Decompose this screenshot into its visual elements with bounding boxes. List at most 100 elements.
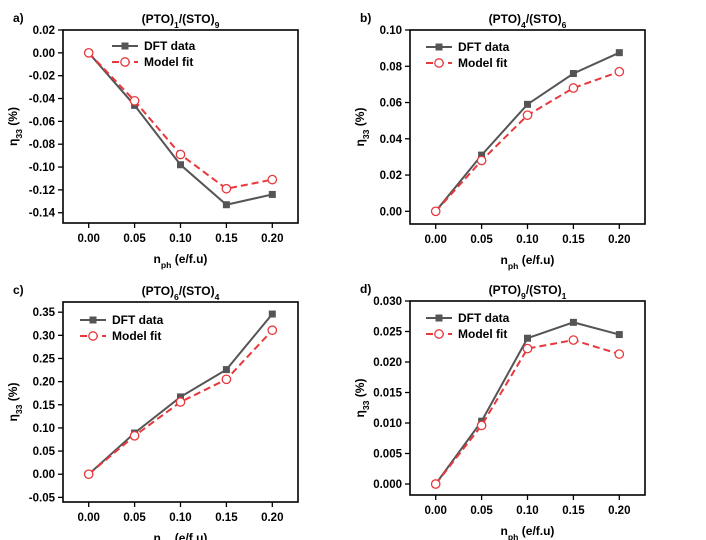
- data-point-model: [430, 479, 441, 489]
- y-tick-label: -0.05: [29, 492, 56, 504]
- legend: DFT data Model fit: [112, 39, 196, 69]
- legend-marker-dft: [121, 42, 129, 50]
- x-tick-label: 0.05: [123, 233, 146, 245]
- data-point-model: [267, 325, 278, 336]
- y-tick-label: -0.02: [29, 71, 55, 83]
- y-tick-label: 0.25: [33, 353, 56, 365]
- legend-label-model: Model fit: [112, 329, 161, 343]
- y-tick-label: 0.15: [33, 400, 56, 412]
- panel-title: (PTO)6/(STO)4: [142, 284, 220, 302]
- legend-label-model: Model fit: [458, 327, 507, 341]
- x-tick-label: 0.00: [425, 234, 447, 246]
- legend-label-model: Model fit: [458, 56, 507, 70]
- x-tick-label: 0.15: [215, 512, 238, 524]
- legend-label-dft: DFT data: [458, 311, 510, 325]
- legend-marker-model: [434, 58, 444, 68]
- x-axis-label: nph (e/f.u): [154, 252, 208, 270]
- series-line-dft: [434, 51, 620, 212]
- panel-title: (PTO)1/(STO)9: [142, 12, 220, 30]
- data-point-model: [83, 469, 94, 480]
- data-point-model: [129, 95, 140, 106]
- series-line-model: [87, 52, 273, 190]
- data-point-model: [522, 110, 533, 121]
- y-tick-label: 0.020: [373, 357, 402, 369]
- panel-title: (PTO)9/(STO)1: [489, 283, 567, 301]
- y-tick-label: 0.015: [373, 388, 402, 400]
- y-tick-label: 0.20: [33, 377, 55, 389]
- legend-marker-model: [434, 329, 444, 339]
- data-point-model: [267, 174, 278, 185]
- data-point-dft: [177, 161, 184, 169]
- y-tick-label: 0.05: [33, 446, 56, 458]
- panel-title: (PTO)4/(STO)6: [489, 12, 567, 30]
- x-tick-label: 0.15: [562, 234, 585, 246]
- data-point-dft: [268, 190, 276, 198]
- x-tick-label: 0.20: [261, 512, 283, 524]
- y-tick-label: 0.30: [33, 330, 55, 342]
- y-tick-label: 0.10: [33, 423, 55, 435]
- data-point-dft: [177, 393, 184, 401]
- legend: DFT data Model fit: [426, 311, 510, 341]
- data-point-model: [83, 47, 94, 58]
- x-tick-label: 0.05: [123, 512, 146, 524]
- series-line-model: [434, 70, 620, 212]
- data-point-dft: [478, 151, 486, 159]
- legend-label-dft: DFT data: [112, 313, 164, 327]
- y-tick-label: 0.04: [380, 134, 403, 146]
- panel-label: d): [360, 282, 371, 296]
- x-tick-label: 0.10: [169, 512, 191, 524]
- y-tick-label: 0.005: [373, 449, 402, 461]
- y-tick-label: -0.04: [29, 94, 56, 106]
- y-axis-label: η33 (%): [353, 108, 371, 147]
- legend: DFT data Model fit: [80, 313, 164, 343]
- x-axis-label: nph (e/f.u): [501, 524, 555, 540]
- data-point-model: [221, 374, 232, 385]
- y-tick-label: -0.12: [29, 185, 55, 197]
- x-tick-label: 0.10: [516, 505, 538, 517]
- y-tick-label: 0.02: [380, 170, 402, 182]
- data-point-model: [430, 206, 441, 217]
- y-tick-label: 0.06: [380, 98, 402, 110]
- panel-label: c): [13, 283, 24, 297]
- data-point-dft: [615, 331, 623, 339]
- chart-panel-1: a) (PTO)1/(STO)9 0.00 0.05 0.10 0.15 0.20 0.02 0…: [6, 11, 299, 270]
- data-point-dft: [222, 366, 230, 374]
- data-point-dft: [569, 70, 577, 78]
- x-tick-label: 0.15: [215, 233, 238, 245]
- y-tick-label: -0.08: [29, 139, 56, 151]
- y-tick-label: 0.025: [373, 327, 402, 339]
- y-tick-label: -0.10: [29, 162, 55, 174]
- legend-marker-model: [120, 57, 130, 67]
- series-line-model: [434, 339, 620, 485]
- chart-panel-2: b) (PTO)4/(STO)6 0.00 0.05 0.10 0.15 0.20 0.10 0…: [353, 11, 646, 271]
- legend-marker-model: [88, 331, 98, 341]
- x-tick-label: 0.10: [516, 234, 538, 246]
- y-tick-label: 0.35: [33, 307, 56, 319]
- y-tick-label: 0.000: [373, 479, 402, 491]
- legend-marker-dft: [435, 43, 443, 51]
- data-point-model: [129, 430, 140, 441]
- x-tick-label: 0.00: [78, 512, 100, 524]
- y-tick-label: 0.00: [33, 48, 55, 60]
- x-tick-label: 0.20: [261, 233, 283, 245]
- data-point-model: [614, 349, 625, 359]
- x-tick-label: 0.20: [608, 505, 630, 517]
- y-tick-label: 0.030: [373, 296, 402, 308]
- legend-label-model: Model fit: [144, 55, 193, 69]
- x-tick-label: 0.00: [78, 233, 100, 245]
- y-axis-label: η33 (%): [6, 383, 24, 422]
- data-point-model: [221, 183, 232, 194]
- data-point-dft: [569, 318, 577, 326]
- x-tick-label: 0.05: [470, 234, 493, 246]
- y-tick-label: -0.14: [29, 208, 56, 220]
- plot-frame: [409, 29, 646, 225]
- data-point-model: [568, 83, 579, 93]
- y-axis-label: η33 (%): [6, 107, 24, 146]
- panel-label: a): [13, 11, 24, 25]
- chart-panel-3: c) (PTO)6/(STO)4 0.00 0.05 0.10 0.15 0.20 0.35 0…: [6, 283, 299, 540]
- x-tick-label: 0.20: [608, 234, 630, 246]
- y-tick-label: -0.06: [29, 116, 55, 128]
- y-tick-label: 0.010: [373, 418, 402, 430]
- legend-marker-dft: [89, 316, 97, 324]
